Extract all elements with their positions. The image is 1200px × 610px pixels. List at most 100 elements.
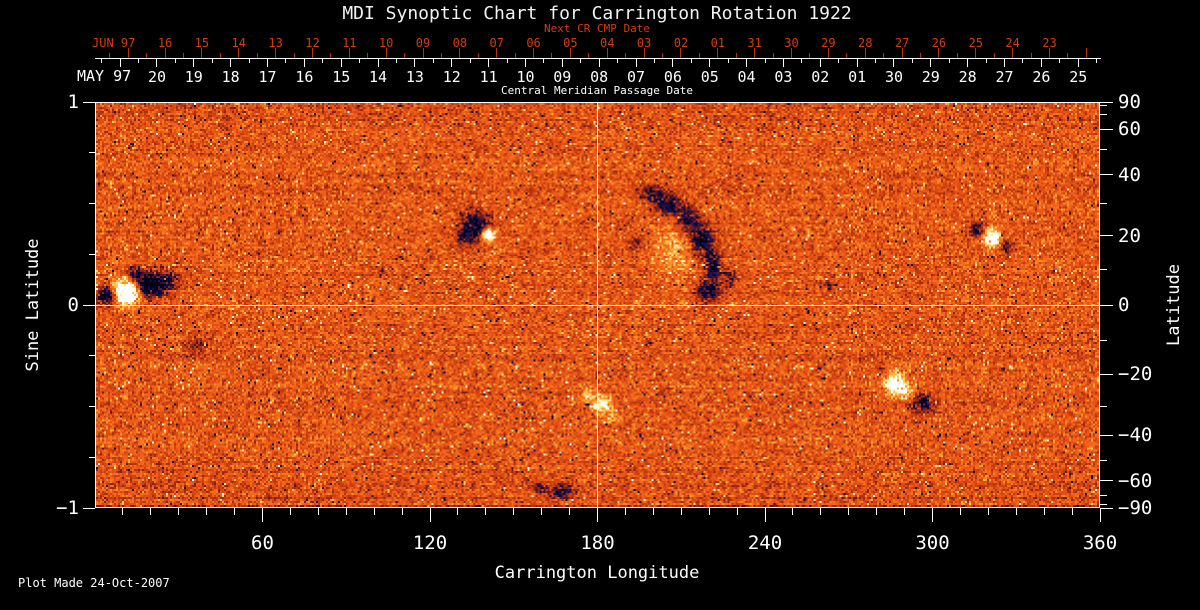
y-left-minor-tick bbox=[89, 406, 95, 407]
cmp-day-label: 20 bbox=[147, 68, 166, 86]
plot-frame bbox=[95, 102, 1100, 508]
x-major-tick bbox=[597, 508, 598, 522]
next-cr-tick bbox=[219, 53, 221, 58]
next-cr-tick bbox=[1067, 53, 1069, 58]
y-right-major-tick bbox=[1100, 434, 1113, 436]
next-cr-tick bbox=[256, 53, 258, 58]
x-tick-label: 60 bbox=[251, 532, 274, 554]
x-minor-tick bbox=[178, 508, 180, 515]
cmp-day-label: 26 bbox=[1032, 68, 1051, 86]
cmp-tick bbox=[653, 59, 655, 63]
next-cr-tick bbox=[625, 53, 627, 58]
next-cr-tick bbox=[809, 53, 811, 58]
y-right-tick-label: 90 bbox=[1118, 91, 1141, 113]
cmp-day-label: 08 bbox=[590, 68, 609, 86]
cmp-tick bbox=[340, 59, 342, 67]
x-minor-tick bbox=[652, 508, 654, 515]
x-minor-tick bbox=[680, 508, 682, 515]
cmp-day-label: 10 bbox=[516, 68, 535, 86]
x-minor-tick bbox=[820, 508, 822, 515]
next-cr-tick bbox=[127, 48, 129, 58]
next-cr-tick bbox=[827, 48, 829, 58]
cmp-day-label: 09 bbox=[553, 68, 572, 86]
y-right-major-tick bbox=[1100, 235, 1113, 237]
y-right-tick-label: 60 bbox=[1118, 118, 1141, 141]
x-minor-tick bbox=[848, 508, 850, 515]
y-left-minor-tick bbox=[89, 152, 95, 154]
cmp-tick bbox=[524, 59, 526, 67]
cmp-tick bbox=[1004, 59, 1006, 67]
cmp-tick bbox=[211, 59, 213, 63]
cmp-tick bbox=[1059, 59, 1061, 63]
cmp-tick bbox=[377, 59, 379, 67]
cmp-tick bbox=[764, 59, 766, 63]
cmp-tick bbox=[469, 59, 471, 63]
chart-title: MDI Synoptic Chart for Carrington Rotati… bbox=[342, 3, 852, 24]
next-cr-day-label: 14 bbox=[231, 36, 246, 50]
cmp-tick bbox=[561, 59, 563, 67]
y-right-minor-tick bbox=[1100, 104, 1107, 106]
x-minor-tick bbox=[876, 508, 878, 515]
y-left-tick-label: 0 bbox=[67, 294, 79, 316]
cmp-axis-title: Central Meridian Passage Date bbox=[500, 84, 694, 97]
next-cr-tick bbox=[201, 48, 203, 58]
cmp-tick bbox=[967, 59, 969, 67]
next-cr-tick bbox=[311, 48, 313, 58]
next-cr-day-label: 05 bbox=[563, 36, 578, 50]
next-cr-tick bbox=[440, 53, 442, 58]
cmp-day-label: 07 bbox=[626, 68, 646, 86]
cmp-tick bbox=[193, 59, 195, 67]
next-cr-tick bbox=[1030, 53, 1032, 58]
cmp-tick bbox=[911, 59, 913, 63]
x-tick-label: 120 bbox=[412, 532, 448, 554]
cmp-day-label: 15 bbox=[332, 68, 351, 86]
y-right-minor-tick bbox=[1100, 339, 1107, 341]
next-cr-day-label: 08 bbox=[452, 36, 468, 50]
y-left-major-tick bbox=[83, 507, 95, 509]
cmp-day-label: 18 bbox=[221, 68, 240, 86]
cmp-tick bbox=[267, 59, 269, 67]
y-right-major-tick bbox=[1100, 304, 1113, 306]
y-right-minor-tick bbox=[1100, 504, 1107, 506]
next-cr-tick bbox=[164, 48, 166, 58]
top-date-axis-line bbox=[95, 58, 1101, 59]
x-minor-tick bbox=[792, 508, 794, 515]
cmp-tick bbox=[801, 59, 803, 63]
cmp-month-label: MAY 97 bbox=[77, 67, 132, 85]
cmp-tick bbox=[819, 59, 821, 67]
x-minor-tick bbox=[485, 508, 487, 515]
next-cr-tick bbox=[182, 53, 184, 58]
cmp-tick bbox=[543, 59, 545, 63]
next-cr-tick bbox=[275, 48, 277, 58]
y-left-minor-tick bbox=[89, 456, 95, 458]
next-cr-tick bbox=[643, 48, 645, 58]
next-cr-tick bbox=[772, 53, 774, 58]
x-minor-tick bbox=[569, 508, 571, 515]
cmp-tick bbox=[838, 59, 840, 63]
next-cr-tick bbox=[754, 48, 756, 58]
x-minor-tick bbox=[959, 508, 961, 515]
next-cr-tick bbox=[975, 48, 977, 58]
cmp-tick bbox=[782, 59, 784, 67]
cmp-tick bbox=[119, 59, 121, 67]
cmp-tick bbox=[138, 59, 140, 63]
x-minor-tick bbox=[317, 508, 319, 515]
cmp-day-label: 03 bbox=[774, 68, 793, 86]
x-major-tick bbox=[262, 508, 263, 522]
cmp-tick bbox=[690, 59, 692, 63]
next-cr-day-label: 24 bbox=[1005, 36, 1020, 50]
next-cr-day-label: 25 bbox=[968, 36, 983, 50]
x-minor-tick bbox=[904, 508, 906, 515]
cmp-tick bbox=[727, 59, 729, 63]
cmp-tick bbox=[101, 59, 103, 63]
cmp-day-label: 19 bbox=[184, 68, 203, 86]
x-minor-tick bbox=[736, 508, 738, 515]
next-cr-tick bbox=[348, 48, 350, 58]
next-cr-day-label: 31 bbox=[747, 36, 762, 50]
cmp-tick bbox=[396, 59, 397, 63]
next-cr-day-label: 11 bbox=[342, 36, 357, 50]
next-cr-tick bbox=[569, 48, 571, 58]
next-cr-day-label: 02 bbox=[673, 36, 689, 50]
cmp-tick bbox=[709, 59, 711, 67]
x-minor-tick bbox=[708, 508, 710, 515]
